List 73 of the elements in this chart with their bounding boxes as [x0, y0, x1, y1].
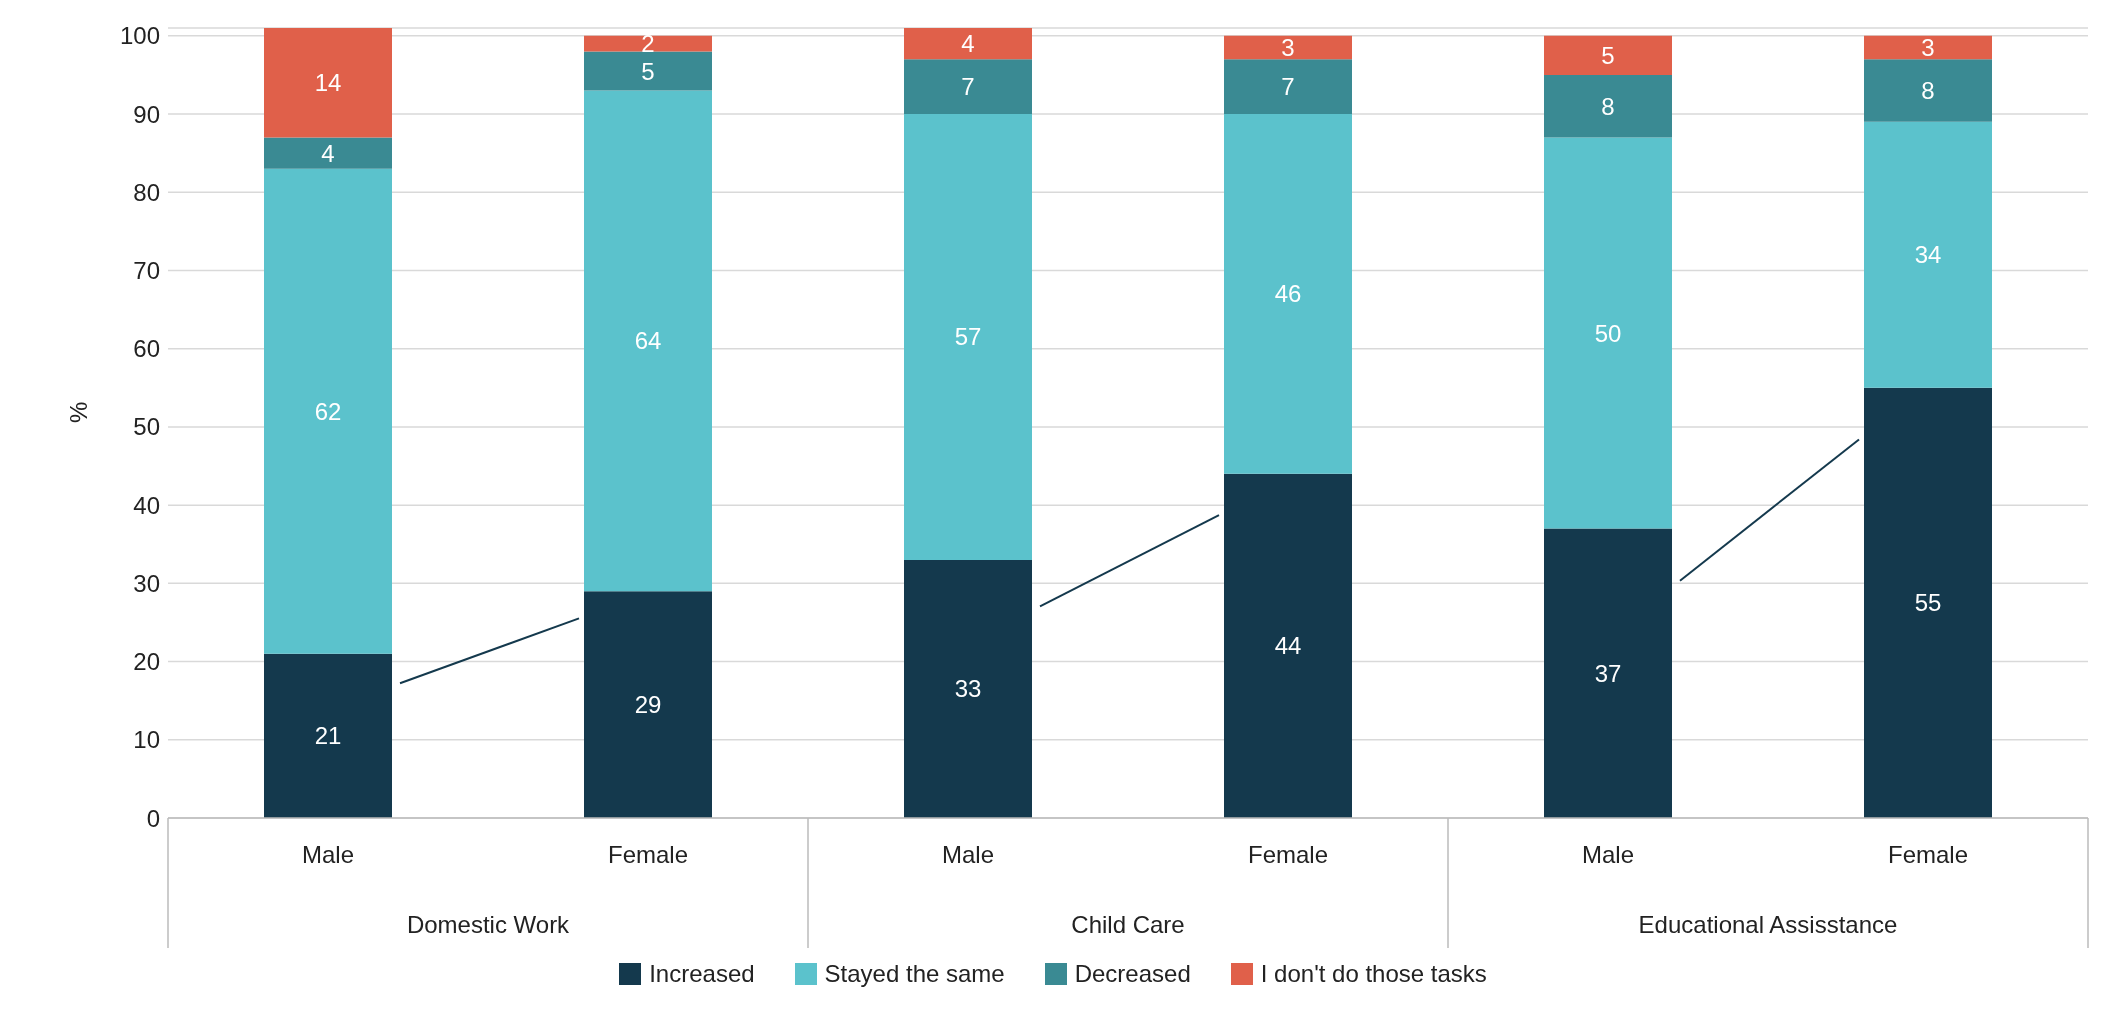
x-tick-label: Female	[1887, 841, 1969, 868]
y-tick-label: 60	[133, 335, 160, 363]
y-tick-label: 10	[133, 726, 160, 754]
bar	[1544, 528, 1672, 818]
bar	[584, 90, 712, 592]
x-tick-label: Male	[941, 841, 995, 868]
bar	[1544, 137, 1672, 529]
data-label: 3	[1921, 34, 1935, 62]
data-label: 2	[641, 30, 655, 58]
data-label: 8	[1921, 77, 1935, 105]
data-label: 8	[1601, 92, 1615, 120]
x-tick-label: Male	[301, 841, 355, 868]
bar	[584, 591, 712, 818]
data-label: 5	[641, 57, 655, 85]
bar	[1224, 59, 1352, 115]
data-label: 29	[634, 691, 662, 719]
y-tick-label: 70	[133, 257, 160, 284]
data-label: 46	[1274, 280, 1302, 308]
bar	[904, 28, 1032, 60]
legend-label: Stayed the same	[823, 960, 1005, 988]
y-tick-label: 50	[133, 413, 160, 441]
bar	[264, 137, 392, 169]
y-tick-label: 0	[146, 804, 160, 832]
y-tick-label: 30	[133, 569, 160, 597]
data-label: 7	[961, 73, 975, 101]
y-tick-label: 80	[133, 178, 160, 206]
y-tick-label: 100	[119, 22, 160, 50]
bar	[1544, 74, 1672, 138]
bar	[264, 168, 392, 654]
data-label: 14	[314, 69, 342, 97]
bar	[904, 59, 1032, 115]
legend-label: Decreased	[1073, 960, 1191, 988]
data-label: 55	[1914, 589, 1942, 617]
bar	[1224, 35, 1352, 60]
legend-label: I don't do those tasks	[1259, 960, 1487, 988]
data-label: 5	[1601, 41, 1615, 69]
data-label: 50	[1594, 319, 1622, 347]
text: Domestic Work	[406, 911, 571, 938]
data-label: 33	[954, 675, 982, 703]
bar	[1864, 121, 1992, 388]
y-tick-label: 40	[133, 491, 160, 519]
data-label: 3	[1281, 34, 1295, 62]
data-label: 44	[1274, 632, 1302, 660]
x-tick-label: Male	[1581, 841, 1635, 868]
bar	[904, 114, 1032, 560]
text: Child Care	[1071, 911, 1185, 938]
y-axis-title: %	[64, 401, 92, 423]
data-label: 57	[954, 323, 982, 351]
bar	[584, 51, 712, 91]
bar	[904, 559, 1032, 818]
y-tick-label: 20	[133, 648, 160, 676]
x-tick-label: Female	[1247, 841, 1329, 868]
y-tick-label: 90	[133, 100, 160, 128]
data-label: 7	[1281, 73, 1295, 101]
data-label: 21	[314, 722, 342, 750]
data-label: 4	[961, 30, 975, 58]
bar	[584, 35, 712, 52]
bar	[1224, 114, 1352, 474]
bar	[1864, 387, 1992, 818]
bar	[1864, 59, 1992, 122]
bar	[1864, 35, 1992, 60]
bar	[1224, 473, 1352, 818]
legend-label: Increased	[648, 960, 755, 988]
bar	[264, 28, 392, 138]
bar	[264, 653, 392, 818]
data-label: 37	[1594, 659, 1622, 687]
data-label: 64	[634, 327, 662, 355]
data-label: 4	[321, 139, 335, 167]
bar	[1544, 35, 1672, 75]
x-tick-label: Female	[607, 841, 689, 868]
data-label: 62	[314, 397, 342, 425]
text: Educational Assisstance	[1638, 911, 1898, 938]
data-label: 34	[1914, 241, 1942, 269]
